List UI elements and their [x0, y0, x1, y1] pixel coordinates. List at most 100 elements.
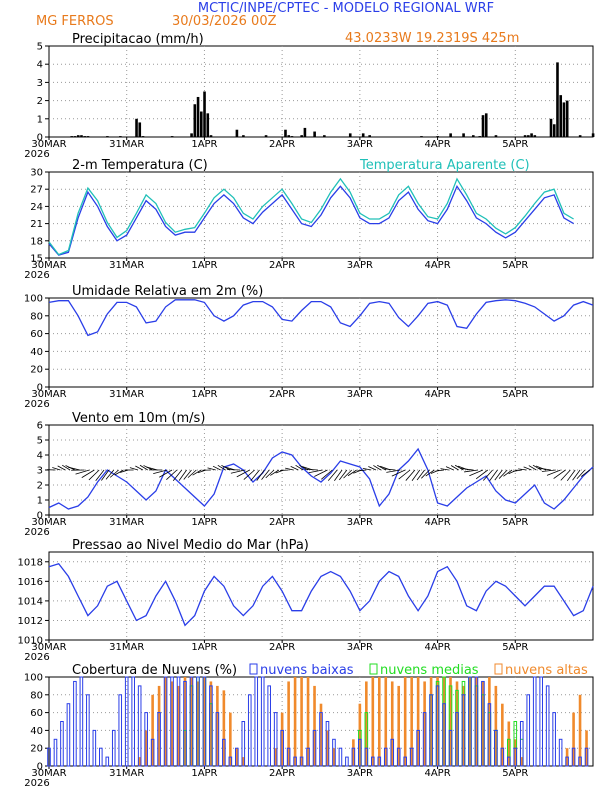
- wind-arrow: [192, 469, 202, 476]
- y-tick-label: 4: [37, 451, 43, 462]
- x-tick-label: 30MAR: [31, 260, 66, 271]
- wind-arrow: [212, 465, 221, 471]
- cloud-bar-nuvens-baixas: [92, 729, 97, 767]
- cloud-bar-nuvens-altas: [358, 703, 362, 766]
- cloud-bar-nuvens-baixas: [429, 694, 433, 767]
- cloud-bar-nuvens-baixas: [312, 729, 317, 767]
- wind-arrow: [270, 469, 280, 476]
- wind-arrow: [256, 469, 265, 481]
- wind-arrow: [114, 469, 124, 476]
- x-tick-label: 4APR: [424, 260, 450, 271]
- y-tick-label: 18: [30, 236, 43, 247]
- cloud-bar-nuvens-baixas: [111, 729, 116, 767]
- wind-arrow: [236, 469, 250, 478]
- wind-arrow: [101, 469, 110, 481]
- cloud-bar-nuvens-baixas: [494, 729, 498, 767]
- cloud-bar-nuvens-baixas: [157, 712, 161, 767]
- y-tick-label: 20: [30, 744, 43, 755]
- panel-title: Umidade Relativa em 2m (%): [72, 284, 263, 299]
- y-tick-label: 0: [37, 511, 43, 522]
- x-tick-label: 30MAR: [31, 517, 66, 528]
- wind-arrow: [159, 469, 173, 478]
- precip-bar: [70, 136, 74, 137]
- x-tick-label: 31MAR: [109, 260, 144, 271]
- legend-swatch: [369, 663, 378, 675]
- wind-arrow: [460, 468, 474, 471]
- wind-arrow: [343, 469, 353, 479]
- precip-bar: [83, 136, 87, 137]
- precip-bar: [76, 135, 80, 137]
- y-tick-label: 15: [30, 254, 43, 265]
- cloud-bar-nuvens-baixas: [571, 747, 576, 767]
- cloud-bar-nuvens-baixas: [481, 680, 485, 767]
- precip-bar: [193, 104, 197, 137]
- wind-arrow: [450, 465, 459, 471]
- cloud-bar-nuvens-altas: [300, 677, 303, 766]
- cloud-bar-nuvens-altas: [455, 681, 459, 766]
- cloud-bar-nuvens-altas: [293, 677, 297, 766]
- precip-bar: [287, 135, 291, 137]
- cloud-bar-nuvens-baixas: [578, 756, 582, 767]
- cloud-bar-nuvens-baixas: [66, 703, 71, 767]
- wind-arrow: [230, 469, 245, 474]
- y-tick-label: 2: [37, 481, 43, 492]
- cloud-bar-nuvens-baixas: [79, 676, 84, 767]
- wind-arrow: [81, 469, 95, 478]
- y-tick-label: 1018: [18, 557, 43, 568]
- cloud-bar-nuvens-baixas: [47, 747, 51, 767]
- x-tick-label: 2APR: [269, 768, 295, 779]
- cloud-bar-nuvens-altas: [429, 677, 433, 766]
- cloud-bar-nuvens-altas: [513, 739, 517, 766]
- x-tick-label: 1APR: [191, 260, 217, 271]
- precip-bar: [552, 124, 556, 137]
- cloud-bar-nuvens-baixas: [60, 721, 64, 767]
- x-tick-label: 30MAR: [31, 642, 66, 653]
- precip-bar: [242, 135, 245, 137]
- wind-arrow: [532, 464, 542, 471]
- y-tick-label: 20: [30, 365, 43, 376]
- x-year-label: 2026: [24, 652, 49, 663]
- cloud-bar-nuvens-baixas: [468, 676, 472, 767]
- x-tick-label: 4APR: [424, 517, 450, 528]
- wind-arrow: [57, 465, 66, 471]
- cloud-bar-nuvens-altas: [183, 677, 187, 766]
- wind-arrow: [503, 469, 513, 477]
- cloud-bar-nuvens-altas: [326, 730, 329, 766]
- wind-arrow: [416, 469, 425, 481]
- cloud-bar-nuvens-baixas: [73, 680, 77, 767]
- x-tick-label: 1APR: [191, 139, 217, 150]
- panel-title: 2-m Temperatura (C): [72, 158, 208, 173]
- series-line: [48, 562, 594, 627]
- precip-bar: [303, 127, 307, 137]
- precip-bar: [209, 135, 213, 137]
- cloud-bar-nuvens-altas: [306, 677, 310, 766]
- cloud-bar-nuvens-baixas: [170, 676, 174, 767]
- y-tick-label: 0: [37, 762, 43, 773]
- precip-bar: [494, 135, 498, 137]
- panel-frame: [48, 297, 594, 388]
- wind-arrow: [327, 469, 338, 481]
- precip-bar: [530, 133, 533, 137]
- x-tick-label: 2APR: [269, 260, 295, 271]
- y-tick-label: 5: [37, 42, 43, 53]
- cloud-bar-nuvens-altas: [209, 681, 213, 766]
- precip-bar: [170, 136, 174, 137]
- x-tick-label: 5APR: [502, 642, 528, 653]
- cloud-bar-nuvens-baixas: [422, 712, 427, 767]
- wind-arrow: [226, 469, 241, 471]
- wind-arrow: [119, 469, 129, 473]
- panel-pressure: 1010 1012 1014 1016 1018 30MAR 31MAR 1APR 2APR 3A…: [18, 538, 594, 663]
- cloud-bar-nuvens-baixas: [306, 747, 310, 767]
- y-tick-label: 1010: [18, 636, 43, 647]
- cloud-bar-nuvens-baixas: [396, 747, 401, 767]
- x-tick-label: 30MAR: [31, 768, 66, 779]
- y-tick-label: 80: [30, 311, 43, 322]
- cloud-bar-nuvens-altas: [377, 677, 381, 766]
- x-tick-label: 3APR: [347, 260, 373, 271]
- cloud-bar-nuvens-baixas: [99, 747, 103, 767]
- cloud-bar-nuvens-altas: [578, 694, 582, 766]
- cloud-bar-nuvens-baixas: [176, 676, 181, 767]
- cloud-bar-nuvens-altas: [164, 677, 167, 766]
- cloud-bar-nuvens-baixas: [513, 747, 518, 767]
- wind-arrow: [166, 469, 178, 481]
